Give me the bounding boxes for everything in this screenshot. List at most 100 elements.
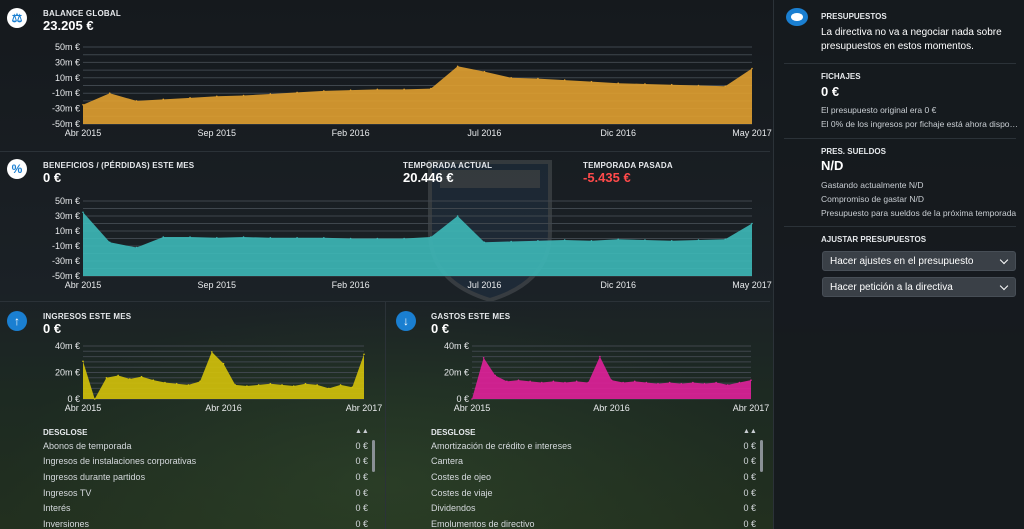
- y-tick-label: -30m €: [52, 104, 80, 114]
- data-point: [216, 95, 218, 98]
- budgets-label: PRESUPUESTOS: [821, 12, 887, 21]
- breakdown-item-name: Ingresos de instalaciones corporativas: [43, 456, 197, 467]
- data-point: [703, 382, 706, 385]
- data-point: [657, 382, 659, 385]
- x-tick-label: Abr 2016: [205, 403, 242, 413]
- chevron-down-icon: [999, 255, 1009, 264]
- expenses-breakdown-label: DESGLOSE: [431, 428, 476, 437]
- breakdown-row[interactable]: Interés 0 €: [43, 500, 368, 516]
- data-point: [222, 362, 225, 365]
- expenses-scrollbar[interactable]: [760, 440, 763, 472]
- data-point: [575, 380, 578, 383]
- divider: [0, 151, 770, 152]
- wages-note-current: Gastando actualmente N/D: [821, 180, 924, 190]
- balance-label: BALANCE GLOBAL: [43, 9, 121, 18]
- breakdown-row[interactable]: Inversiones 0 €: [43, 516, 368, 529]
- data-point: [349, 89, 352, 91]
- expenses-label: GASTOS ESTE MES: [431, 312, 511, 321]
- x-tick-label: Abr 2015: [65, 128, 102, 138]
- data-point: [510, 240, 512, 243]
- breakdown-row[interactable]: Dividendos 0 €: [431, 500, 756, 516]
- y-tick-label: 40m €: [55, 341, 80, 351]
- divider: [0, 301, 770, 302]
- data-point: [680, 382, 683, 385]
- income-scrollbar[interactable]: [372, 440, 375, 472]
- data-point: [210, 351, 213, 353]
- sort-arrows-icon[interactable]: ▲▲: [743, 428, 757, 435]
- budgets-text: La directiva no va a negociar nada sobre…: [821, 27, 1002, 52]
- data-point: [363, 353, 365, 356]
- data-point: [506, 380, 508, 383]
- data-point: [269, 382, 272, 385]
- data-point: [242, 94, 245, 97]
- breakdown-row[interactable]: Abonos de temporada 0 €: [43, 438, 368, 454]
- data-point: [257, 384, 260, 386]
- data-point: [162, 98, 165, 101]
- balance-value: 23.205 €: [43, 18, 94, 33]
- data-point: [590, 239, 593, 242]
- y-tick-label: 0 €: [456, 394, 469, 404]
- y-tick-label: 20m €: [444, 368, 469, 378]
- income-label: INGRESOS ESTE MES: [43, 312, 132, 321]
- x-tick-label: Feb 2016: [332, 280, 370, 290]
- expenses-breakdown-list: Amortización de crédito e intereses 0 € Ca…: [431, 438, 756, 529]
- breakdown-item-value: 0 €: [355, 503, 368, 514]
- y-tick-label: -10m €: [52, 88, 80, 98]
- data-point: [135, 100, 138, 102]
- data-point: [633, 380, 636, 383]
- data-point: [269, 93, 272, 95]
- budget-sidebar: PRESUPUESTOS La directiva no va a negoci…: [773, 0, 1024, 529]
- x-tick-label: Dic 2016: [600, 128, 636, 138]
- data-point: [187, 384, 190, 386]
- y-tick-label: 50m €: [55, 42, 80, 52]
- data-point: [564, 381, 566, 384]
- data-point: [108, 241, 111, 244]
- wages-note-next: Presupuesto para sueldos de la próxima t…: [821, 208, 1017, 218]
- data-point: [529, 380, 531, 383]
- y-tick-label: -10m €: [52, 241, 80, 251]
- breakdown-row[interactable]: Ingresos de instalaciones corporativas 0 …: [43, 454, 368, 470]
- data-point: [316, 384, 318, 386]
- x-tick-label: Abr 2017: [733, 403, 770, 413]
- breakdown-row[interactable]: Ingresos durante partidos 0 €: [43, 469, 368, 485]
- breakdown-row[interactable]: Ingresos TV 0 €: [43, 485, 368, 501]
- breakdown-row[interactable]: Costes de viaje 0 €: [431, 485, 756, 501]
- area-series: [472, 356, 751, 399]
- y-tick-label: 50m €: [55, 196, 80, 206]
- data-point: [715, 381, 717, 384]
- x-tick-label: Abr 2016: [593, 403, 630, 413]
- data-point: [164, 381, 166, 384]
- data-point: [537, 239, 539, 242]
- x-tick-label: Abr 2015: [454, 403, 491, 413]
- breakdown-row[interactable]: Cantera 0 €: [431, 454, 756, 470]
- x-tick-label: Feb 2016: [332, 128, 370, 138]
- sort-arrows-icon[interactable]: ▲▲: [355, 428, 369, 435]
- breakdown-item-name: Interés: [43, 503, 71, 514]
- profit-label: BENEFICIOS / (PÉRDIDAS) ESTE MES: [43, 161, 195, 170]
- adjust-budget-button[interactable]: Hacer ajustes en el presupuesto: [822, 251, 1016, 271]
- breakdown-row[interactable]: Costes de ojeo 0 €: [431, 469, 756, 485]
- data-point: [697, 84, 700, 87]
- income-breakdown-label: DESGLOSE: [43, 428, 88, 437]
- transfers-note-original: El presupuesto original era 0 €: [821, 105, 937, 115]
- x-tick-label: Sep 2015: [198, 280, 237, 290]
- data-point: [494, 374, 497, 377]
- board-request-button[interactable]: Hacer petición a la directiva: [822, 277, 1016, 297]
- data-point: [296, 91, 298, 94]
- income-chart: 40m € 20m € 0 € Abr 2015 Abr 2016 Abr 2017: [0, 340, 385, 415]
- breakdown-row[interactable]: Amortización de crédito e intereses 0 €: [431, 438, 756, 454]
- transfers-note-percent: El 0% de los ingresos por fichaje está a…: [821, 119, 1019, 129]
- data-point: [269, 236, 272, 239]
- data-point: [537, 77, 539, 80]
- data-point: [587, 381, 590, 384]
- income-breakdown-list: Abonos de temporada 0 € Ingresos de instal…: [43, 438, 368, 529]
- data-point: [339, 384, 342, 386]
- data-point: [351, 386, 354, 389]
- breakdown-row[interactable]: Emolumentos de directivo 0 €: [431, 516, 756, 529]
- x-tick-label: Jul 2016: [467, 128, 501, 138]
- data-point: [242, 236, 245, 238]
- x-tick-label: Dic 2016: [600, 280, 636, 290]
- y-tick-label: -50m €: [52, 271, 80, 281]
- profit-value: 0 €: [43, 170, 62, 185]
- x-tick-label: Abr 2015: [65, 280, 102, 290]
